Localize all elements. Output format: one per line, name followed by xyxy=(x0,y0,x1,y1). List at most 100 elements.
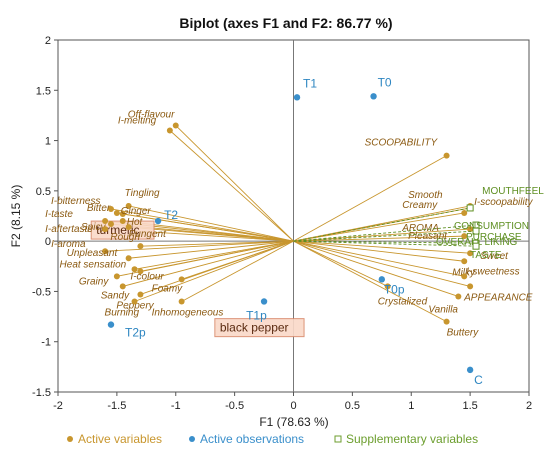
y-tick-label: -0.5 xyxy=(32,286,51,298)
variable-label: I-melting xyxy=(118,116,157,127)
legend-entry: Active variables xyxy=(67,432,162,446)
variable-point xyxy=(443,152,450,159)
variable-vector xyxy=(140,240,294,295)
observation-label: T1p xyxy=(246,308,267,322)
variable-point xyxy=(137,291,144,298)
variable-label: Foamy xyxy=(152,283,184,294)
legend-entry: Active observations xyxy=(189,432,304,446)
supplementary-point xyxy=(472,242,480,250)
variable-label: Crystalized xyxy=(378,296,428,307)
observation-point xyxy=(466,366,474,374)
variable-vector xyxy=(293,155,447,242)
y-axis-title: F2 (8.15 %) xyxy=(9,185,23,248)
variable-label: Vanilla xyxy=(428,304,458,315)
supplementary-label: TASTE xyxy=(470,250,502,261)
variable-label: Unpleasant xyxy=(67,248,119,259)
x-tick-label: 1.5 xyxy=(462,400,477,412)
variable-label: Burning xyxy=(105,307,140,318)
supplementary-vector xyxy=(293,230,477,242)
variable-point xyxy=(125,202,132,209)
variable-point xyxy=(107,205,114,212)
annotation-box: black pepper xyxy=(214,318,305,338)
variable-vector xyxy=(134,240,294,302)
variable-label: Spicy xyxy=(81,222,106,233)
x-tick-label: -1 xyxy=(171,400,181,412)
variable-label: Creamy xyxy=(402,200,438,211)
variable-label: I-bitterness xyxy=(51,196,100,207)
variable-point xyxy=(461,273,468,280)
variable-vector xyxy=(181,240,294,302)
variable-point xyxy=(384,283,391,290)
annotation-box-label: black pepper xyxy=(220,321,289,335)
variable-point xyxy=(467,250,474,257)
supplementary-label: MOUTHFEEL xyxy=(482,186,544,197)
variable-point xyxy=(455,293,462,300)
variable-vector xyxy=(140,240,294,247)
variable-point xyxy=(131,298,138,305)
variable-label: Pungent xyxy=(129,229,167,240)
observation-label: T2p xyxy=(125,326,146,340)
variable-label: I-taste xyxy=(45,209,73,220)
supplementary-label: OVERALL LIKING xyxy=(436,237,518,248)
variable-label: I-aftertaste xyxy=(45,224,93,235)
variable-label: Sweet xyxy=(480,251,509,262)
y-axis-ticks: -1.5 -1 -0.5 0 0.5 1 1.5 2 xyxy=(32,35,58,399)
variable-point xyxy=(119,283,126,290)
variable-label: I-aroma xyxy=(51,239,86,250)
variable-label: Bitter xyxy=(87,203,111,214)
observation-point xyxy=(370,93,377,100)
variable-vector xyxy=(293,207,471,242)
y-tick-label: 2 xyxy=(45,35,51,47)
observation-point xyxy=(107,321,115,328)
supplementary-vector xyxy=(293,240,477,247)
y-tick-label: 1.5 xyxy=(36,85,51,97)
variable-label: SCOOPABILITY xyxy=(365,138,439,149)
variable-point xyxy=(178,276,185,283)
annotation-box-rect xyxy=(214,318,305,338)
variable-label: Inhomogeneous xyxy=(152,307,224,318)
variable-label: Peppery xyxy=(116,300,154,311)
legend-label: Supplementary variables xyxy=(346,432,478,446)
variable-point xyxy=(461,209,468,216)
observation-point xyxy=(378,276,386,283)
legend-label: Active observations xyxy=(200,432,304,446)
legend-marker xyxy=(334,435,342,443)
variable-point xyxy=(137,268,144,275)
observation-point xyxy=(260,298,268,305)
variable-point xyxy=(461,233,468,240)
variable-label: Rough xyxy=(110,232,140,243)
variable-label: Milky xyxy=(452,267,476,278)
variable-vector xyxy=(293,212,465,242)
variable-point xyxy=(107,221,114,228)
variable-vector xyxy=(116,240,294,277)
variable-label: I-scoopability xyxy=(474,197,533,208)
variable-point xyxy=(166,127,173,134)
variable-label: I-colour xyxy=(130,271,164,282)
x-tick-label: 0.5 xyxy=(345,400,360,412)
x-tick-label: -1.5 xyxy=(107,400,126,412)
variable-vector xyxy=(293,235,465,242)
variable-point xyxy=(137,243,144,250)
variable-label: Pleasant xyxy=(408,231,448,242)
variable-point xyxy=(113,273,120,280)
variable-label: AROMA xyxy=(401,223,439,234)
observation-label: T2 xyxy=(164,208,178,222)
y-tick-label: -1 xyxy=(41,337,51,349)
variable-point xyxy=(113,209,120,216)
chart-title: Biplot (axes F1 and F2: 86.77 %) xyxy=(179,15,392,31)
variable-point xyxy=(178,298,185,305)
variable-point xyxy=(119,218,126,225)
supplementary-point xyxy=(466,204,474,212)
variable-label: Tingling xyxy=(125,188,160,199)
observation-label: T0 xyxy=(378,75,392,89)
variable-point xyxy=(131,266,138,273)
variable-vector xyxy=(105,240,294,252)
x-axis-ticks: -2 -1.5 -1 -0.5 0 0.5 1 1.5 2 xyxy=(53,392,532,412)
supplementary-vector xyxy=(293,224,477,242)
chart-legend: Active variables Active observations Suppl… xyxy=(67,432,478,446)
variable-vector xyxy=(293,240,465,262)
legend-marker xyxy=(67,436,73,442)
legend-label: Active variables xyxy=(78,432,162,446)
